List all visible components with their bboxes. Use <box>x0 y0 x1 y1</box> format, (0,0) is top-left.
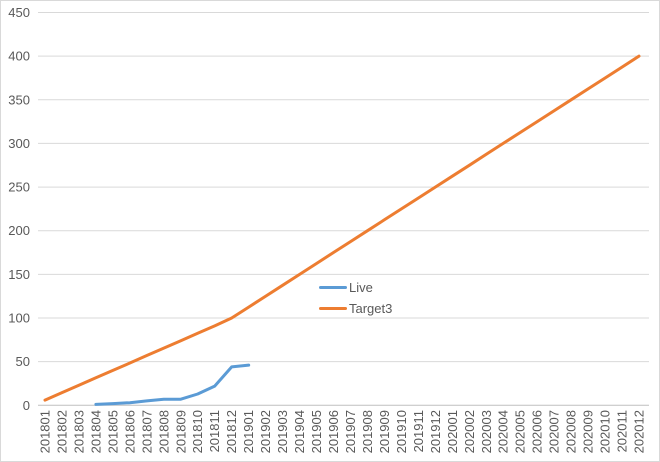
x-axis-tick-label: 202001 <box>445 410 460 453</box>
x-axis-tick-label: 201808 <box>156 410 171 453</box>
y-axis-tick-label: 50 <box>16 354 30 369</box>
x-axis-tick-label: 201902 <box>258 410 273 453</box>
y-axis-tick-label: 350 <box>8 92 30 107</box>
x-axis-tick-label: 201802 <box>54 410 69 453</box>
x-axis-tick-label: 202011 <box>615 410 630 452</box>
x-axis-tick-label: 202010 <box>598 410 613 453</box>
x-axis-tick-label: 201909 <box>377 410 392 453</box>
x-axis-tick-label: 201811 <box>207 410 222 452</box>
y-axis-tick-label: 0 <box>23 398 30 413</box>
x-axis-tick-label: 201809 <box>173 410 188 453</box>
x-axis-tick-label: 202004 <box>496 410 511 453</box>
x-axis-tick-label: 202008 <box>564 410 579 453</box>
chart-legend: Live Target3 <box>319 277 392 319</box>
x-axis-tick-label: 202009 <box>581 410 596 453</box>
y-axis-tick-label: 100 <box>8 311 30 326</box>
x-axis-tick-label: 201903 <box>275 410 290 453</box>
x-axis-tick-label: 201907 <box>343 410 358 453</box>
target3-series-line <box>43 54 641 402</box>
y-axis-tick-label: 300 <box>8 136 30 151</box>
x-axis-tick-label: 201810 <box>190 410 205 453</box>
legend-item-live[interactable]: Live <box>319 277 392 298</box>
x-axis-tick-label: 201812 <box>224 410 239 453</box>
legend-label-live: Live <box>349 280 373 295</box>
x-axis-tick-label: 201807 <box>139 410 154 453</box>
x-axis-tick-label: 201908 <box>360 410 375 453</box>
x-axis-tick-label: 201906 <box>326 410 341 453</box>
x-axis-tick-label: 201806 <box>122 410 137 453</box>
y-axis-tick-label: 200 <box>8 223 30 238</box>
live-series-line <box>94 363 251 406</box>
x-axis-tick-label: 201904 <box>292 410 307 453</box>
x-axis-tick-label: 201803 <box>71 410 86 453</box>
y-axis-tick-label: 450 <box>8 5 30 20</box>
legend-label-target3: Target3 <box>349 301 393 316</box>
live-series-swatch <box>319 286 347 289</box>
x-axis-tick-label: 202012 <box>632 410 647 453</box>
x-axis-tick-label: 201901 <box>241 410 256 453</box>
x-axis-tick-label: 202007 <box>547 410 562 453</box>
x-axis-tick-label: 202006 <box>530 410 545 453</box>
legend-item-target3[interactable]: Target3 <box>319 298 392 319</box>
x-axis-tick-label: 201910 <box>394 410 409 453</box>
x-axis-tick-label: 201801 <box>38 410 53 453</box>
x-axis-tick-label: 201905 <box>309 410 324 453</box>
x-axis-tick-label: 201804 <box>88 410 103 453</box>
y-axis-tick-label: 250 <box>8 180 30 195</box>
target3-series-swatch <box>319 307 347 310</box>
y-axis-tick-label: 400 <box>8 49 30 64</box>
x-axis-tick-label: 202005 <box>513 410 528 453</box>
x-axis-tick-label: 202002 <box>462 410 477 453</box>
y-axis-tick-label: 150 <box>8 267 30 282</box>
x-axis-tick-label: 201911 <box>411 410 426 452</box>
x-axis-tick-label: 201912 <box>428 410 443 453</box>
x-axis-tick-label: 201805 <box>105 410 120 453</box>
x-axis-tick-label: 202003 <box>479 410 494 453</box>
